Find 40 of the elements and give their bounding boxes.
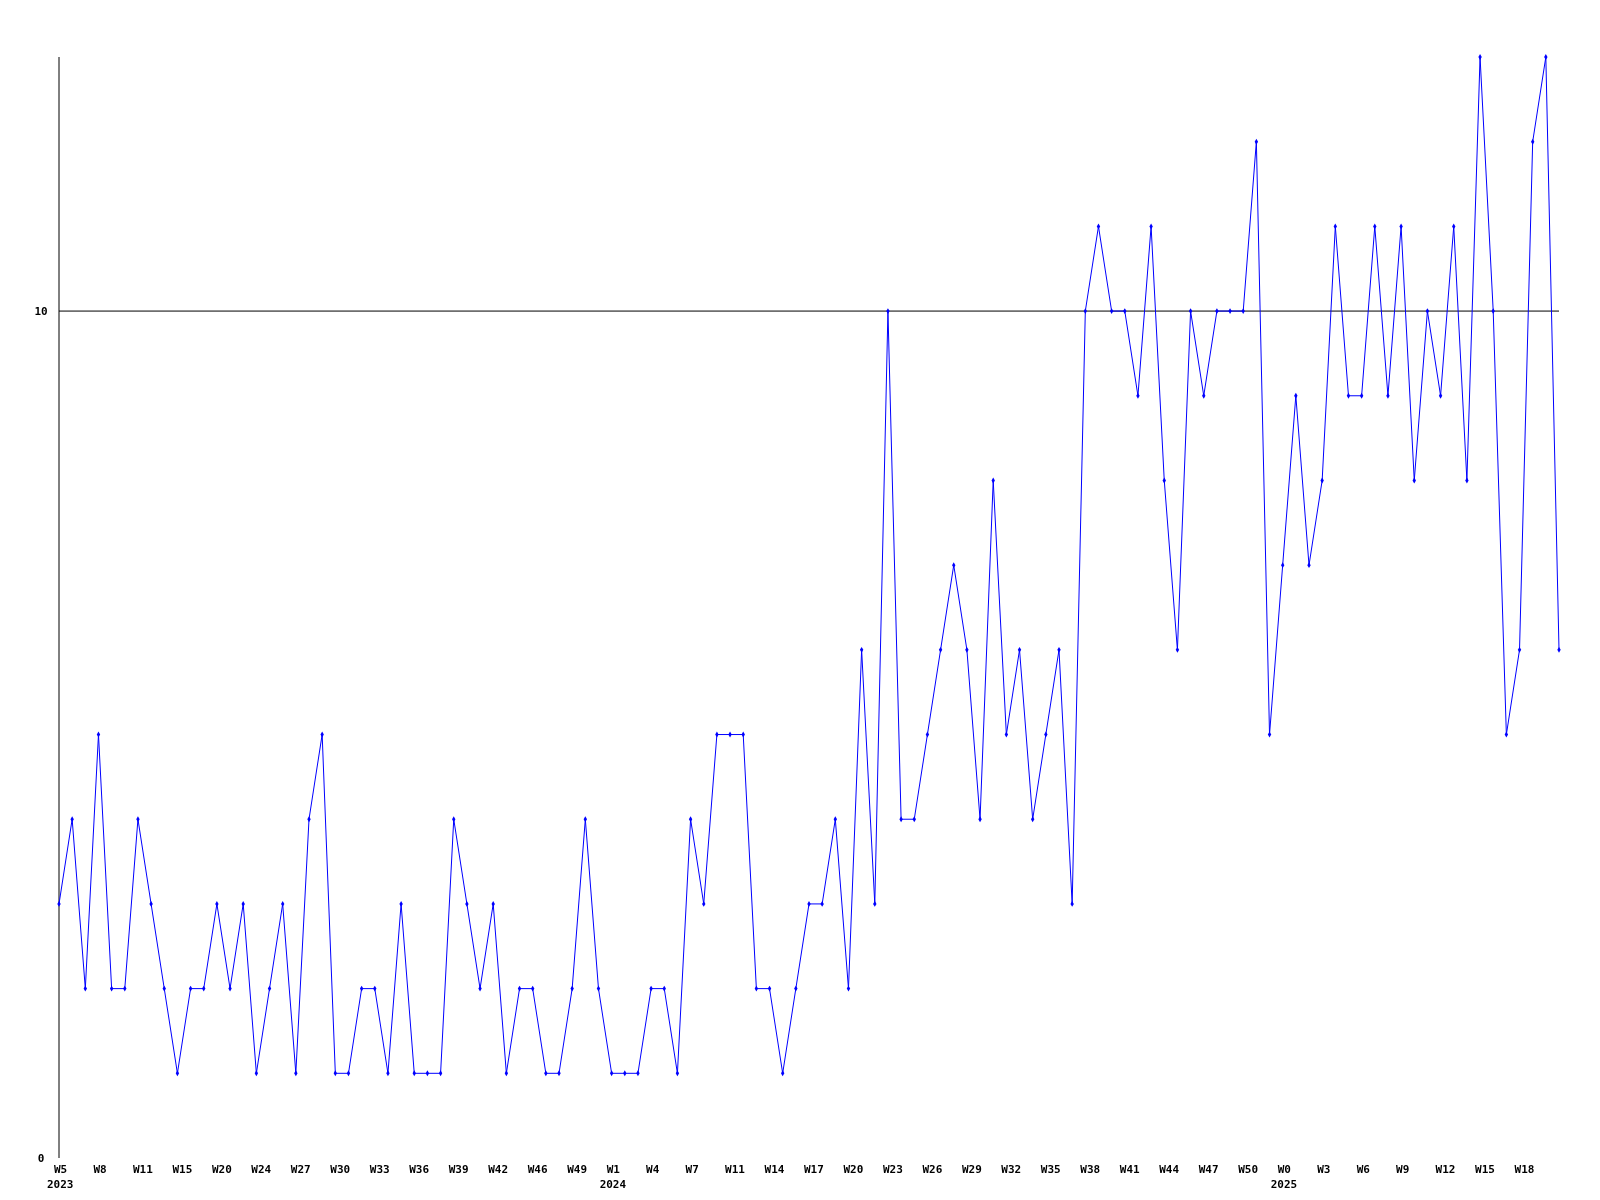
x-tick-label: W44 [1159, 1163, 1180, 1176]
x-tick-label: W12 [1435, 1163, 1456, 1176]
x-tick-label: W41 [1119, 1163, 1141, 1176]
x-tick-label: W3 [1317, 1163, 1331, 1176]
x-tick-label: W36 [409, 1163, 430, 1176]
x-tick-label: W5 2023 [47, 1163, 74, 1191]
y-tick-label: 0 [37, 1151, 45, 1165]
x-tick-label: W23 [882, 1163, 903, 1176]
x-tick-label: W1 2024 [599, 1163, 627, 1191]
x-tick-label: W15 [1475, 1163, 1495, 1176]
x-tick-label: W20 [211, 1163, 232, 1176]
x-tick-label: W46 [527, 1163, 548, 1176]
x-tick-label: W30 [330, 1163, 351, 1176]
x-tick-label: W4 [646, 1163, 660, 1176]
x-tick-label: W17 [804, 1163, 824, 1176]
x-tick-label: W14 [764, 1163, 785, 1176]
x-tick-label: W6 [1356, 1163, 1371, 1176]
x-tick-label: W26 [922, 1163, 943, 1176]
x-tick-label: W49 [567, 1163, 588, 1176]
x-tick-label: W9 [1396, 1163, 1410, 1176]
x-tick-label: W47 [1198, 1163, 1219, 1176]
x-tick-label: W8 [93, 1163, 107, 1176]
x-tick-label: W11 [725, 1163, 746, 1176]
x-tick-label: W15 [172, 1163, 193, 1176]
x-tick-label: W11 [132, 1163, 154, 1176]
x-tick-label: W20 [843, 1163, 864, 1176]
x-tick-label: W39 [448, 1163, 469, 1176]
x-tick-label: W7 [685, 1163, 699, 1176]
x-tick-label: W32 [1001, 1163, 1022, 1176]
x-tick-label: W38 [1080, 1163, 1101, 1176]
x-tick-label: W50 [1238, 1163, 1259, 1176]
x-tick-label: W35 [1040, 1163, 1061, 1176]
x-tick-label: W33 [369, 1163, 390, 1176]
x-tick-label: W24 [251, 1163, 272, 1176]
x-tick-label: W27 [290, 1163, 311, 1176]
x-tick-label: W29 [961, 1163, 982, 1176]
x-tick-label: W0 2025 [1270, 1163, 1298, 1191]
x-tick-label: W18 [1514, 1163, 1535, 1176]
y-tick-label: 10 [34, 304, 48, 318]
x-tick-label: W42 [488, 1163, 509, 1176]
